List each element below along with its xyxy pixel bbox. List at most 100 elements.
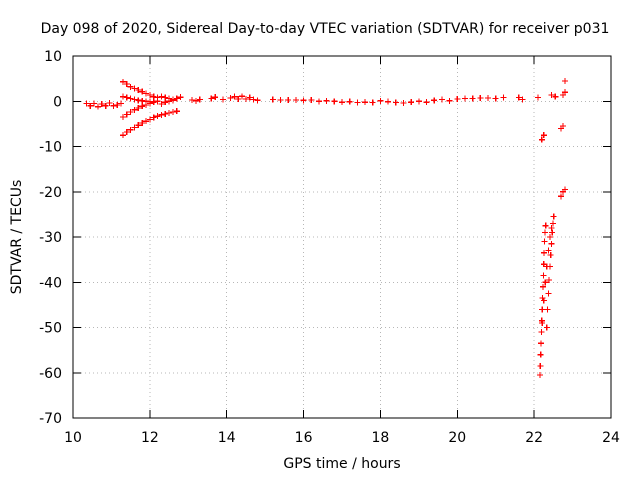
x-tick-label: 12 [141,430,159,446]
data-point [189,96,196,103]
data-point [543,263,550,270]
data-point [549,229,556,236]
data-point [461,95,468,102]
data-point [415,98,422,105]
data-point [98,100,105,107]
data-point [469,95,476,102]
data-point [119,78,126,85]
scatter-points-group [83,77,568,379]
data-point [114,101,121,108]
data-point [162,110,169,117]
y-tick-label: -40 [39,275,62,291]
data-point [135,122,142,129]
data-point [543,324,550,331]
data-point [162,99,169,106]
data-point [400,100,407,107]
data-point [538,329,545,336]
x-tick-label: 10 [64,430,82,446]
y-tick-label: -20 [39,185,62,201]
plot-frame [72,55,612,419]
x-grid-group [149,56,535,418]
y-tick-label: 0 [53,94,62,110]
data-point [323,97,330,104]
x-ticks-group: 10 12 14 16 18 20 22 24 [64,56,620,446]
data-point [369,99,376,106]
data-point [362,99,369,106]
data-point [300,97,307,104]
data-point [549,220,556,227]
data-point [208,95,215,102]
y-tick-label: -30 [39,230,62,246]
data-point [146,91,153,98]
data-point [219,96,226,103]
data-point [250,96,257,103]
x-tick-label: 16 [295,430,313,446]
data-point [235,95,242,102]
data-point [127,83,134,90]
data-point [552,93,559,100]
x-axis-label: GPS time / hours [283,456,400,472]
data-point [548,91,555,98]
data-point [438,96,445,103]
chart-title: Day 098 of 2020, Sidereal Day-to-day VTE… [41,21,610,37]
data-point [102,102,109,109]
data-point [158,111,165,118]
x-tick-label: 22 [525,430,543,446]
x-tick-label: 24 [602,430,620,446]
data-point [546,276,553,283]
data-point [192,97,199,104]
data-point [110,102,117,109]
data-point [123,94,130,101]
data-point [285,96,292,103]
data-point [539,283,546,290]
data-point [139,88,146,95]
data-point [123,129,130,136]
data-point [315,98,322,105]
data-point [541,229,548,236]
y-tick-label: -10 [39,140,62,156]
data-point [561,89,568,96]
data-point [87,102,94,109]
y-tick-label: -60 [39,366,62,382]
data-point [308,96,315,103]
data-point [166,98,173,105]
data-point [131,124,138,131]
data-point [548,240,555,247]
data-point [158,93,165,100]
data-point [173,108,180,115]
data-point [94,103,101,110]
y-tick-label: -70 [39,411,62,427]
data-point [537,351,544,358]
data-point [150,114,157,121]
data-point [269,96,276,103]
y-ticks-group: 10 0 -10 -20 -30 -40 -50 -60 -70 [39,49,611,427]
data-point [544,306,551,313]
data-point [541,238,548,245]
data-point [166,110,173,117]
data-point [231,93,238,100]
data-point [431,97,438,104]
data-point [354,99,361,106]
data-point [541,249,548,256]
data-point [227,95,234,102]
data-point [91,100,98,107]
data-point [423,99,430,106]
data-point [536,372,543,379]
data-point [446,97,453,104]
data-point [139,103,146,110]
data-point [545,247,552,254]
data-point [146,116,153,123]
data-point [242,95,249,102]
data-point [539,306,546,313]
data-point [561,77,568,84]
data-point [540,261,547,268]
data-point [392,99,399,106]
data-point [548,224,555,231]
data-point [169,97,176,104]
data-point [83,100,90,107]
data-point [239,93,246,100]
data-point [454,95,461,102]
data-point [500,94,507,101]
data-point [519,96,526,103]
